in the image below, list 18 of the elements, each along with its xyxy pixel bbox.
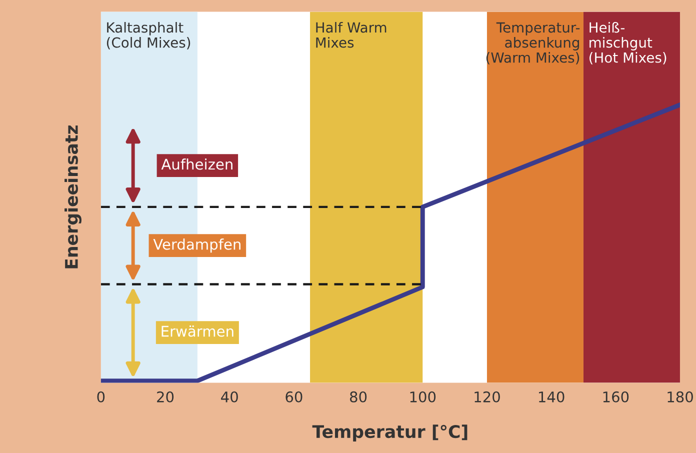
x-tick-label: 60 <box>286 391 302 402</box>
x-tick-label: 160 <box>603 391 629 402</box>
band-label: Kaltasphalt (Cold Mixes) <box>106 22 190 50</box>
x-tick-label: 120 <box>474 391 500 402</box>
x-tick-label: 80 <box>350 391 367 402</box>
x-tick-label: 180 <box>668 391 693 402</box>
annotation: Verdampfen <box>153 238 240 253</box>
y-axis-title: Energieeinsatz <box>64 125 82 268</box>
x-tick-label: 20 <box>157 391 174 402</box>
x-tick-label: 140 <box>538 391 564 402</box>
x-axis-title: Temperatur [°C] <box>312 424 468 442</box>
band-label: Heiß- mischgut (Hot Mixes) <box>590 22 666 64</box>
annotation: Erwärmen <box>162 326 234 337</box>
annotation: Aufheizen <box>161 158 232 170</box>
x-tick-label: 0 <box>97 391 105 402</box>
x-tick-label: 40 <box>221 391 238 402</box>
band-label: Half Warm Mixes <box>316 22 386 48</box>
x-tick-label: 100 <box>410 391 436 402</box>
